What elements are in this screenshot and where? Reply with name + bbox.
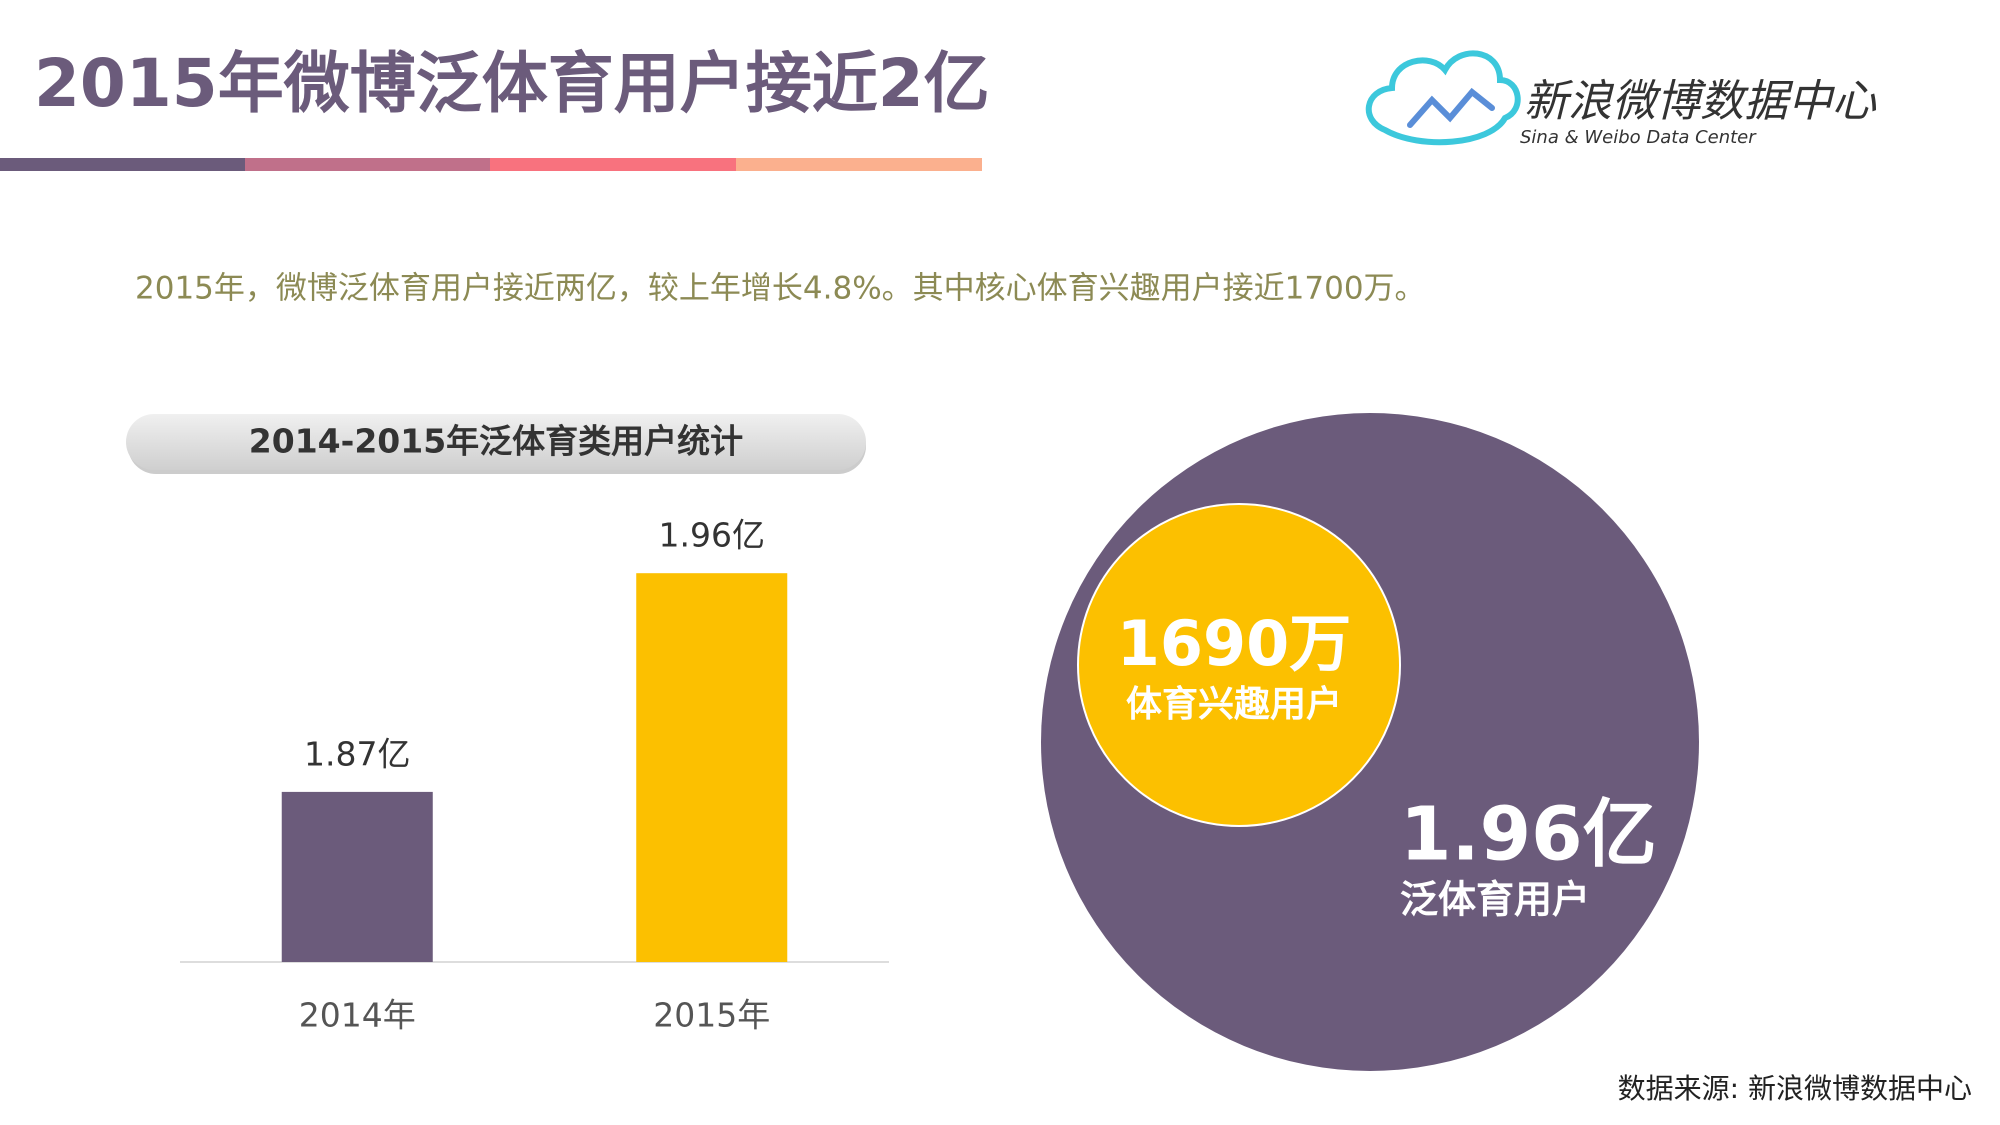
summary: 2015年，微博泛体育用户接近两亿，较上年增长4.8%。其中核心体育兴趣用户接近… [135,271,1426,307]
outer-value: 1.96亿 [1400,792,1657,878]
logo-icon [1365,50,1521,146]
bar [281,791,433,962]
logo-name: 新浪微博数据中心 [1524,76,1877,127]
value-label: 1.87亿 [304,734,410,773]
inner-label: 体育兴趣用户 [1126,684,1342,725]
slide-title: 2015年微博泛体育用户接近2亿 [34,45,990,122]
stripe [245,158,490,171]
stripe [490,158,736,171]
inner-value: 1690万 [1117,607,1352,680]
x-tick-label: 2015年 [653,996,770,1035]
source: 数据来源: 新浪微博数据中心 [1618,1072,1972,1105]
outer-label: 泛体育用户 [1400,878,1590,922]
x-tick-label: 2014年 [299,996,416,1035]
stripe [0,158,245,171]
chart-title: 2014-2015年泛体育类用户统计 [249,422,743,461]
logo-subtitle: Sina & Weibo Data Center [1520,127,1757,148]
bar [636,573,788,962]
chart-title-pill [126,414,866,470]
value-label: 1.96亿 [659,516,765,555]
inner-bubble [1077,503,1401,827]
stripe [736,158,982,171]
